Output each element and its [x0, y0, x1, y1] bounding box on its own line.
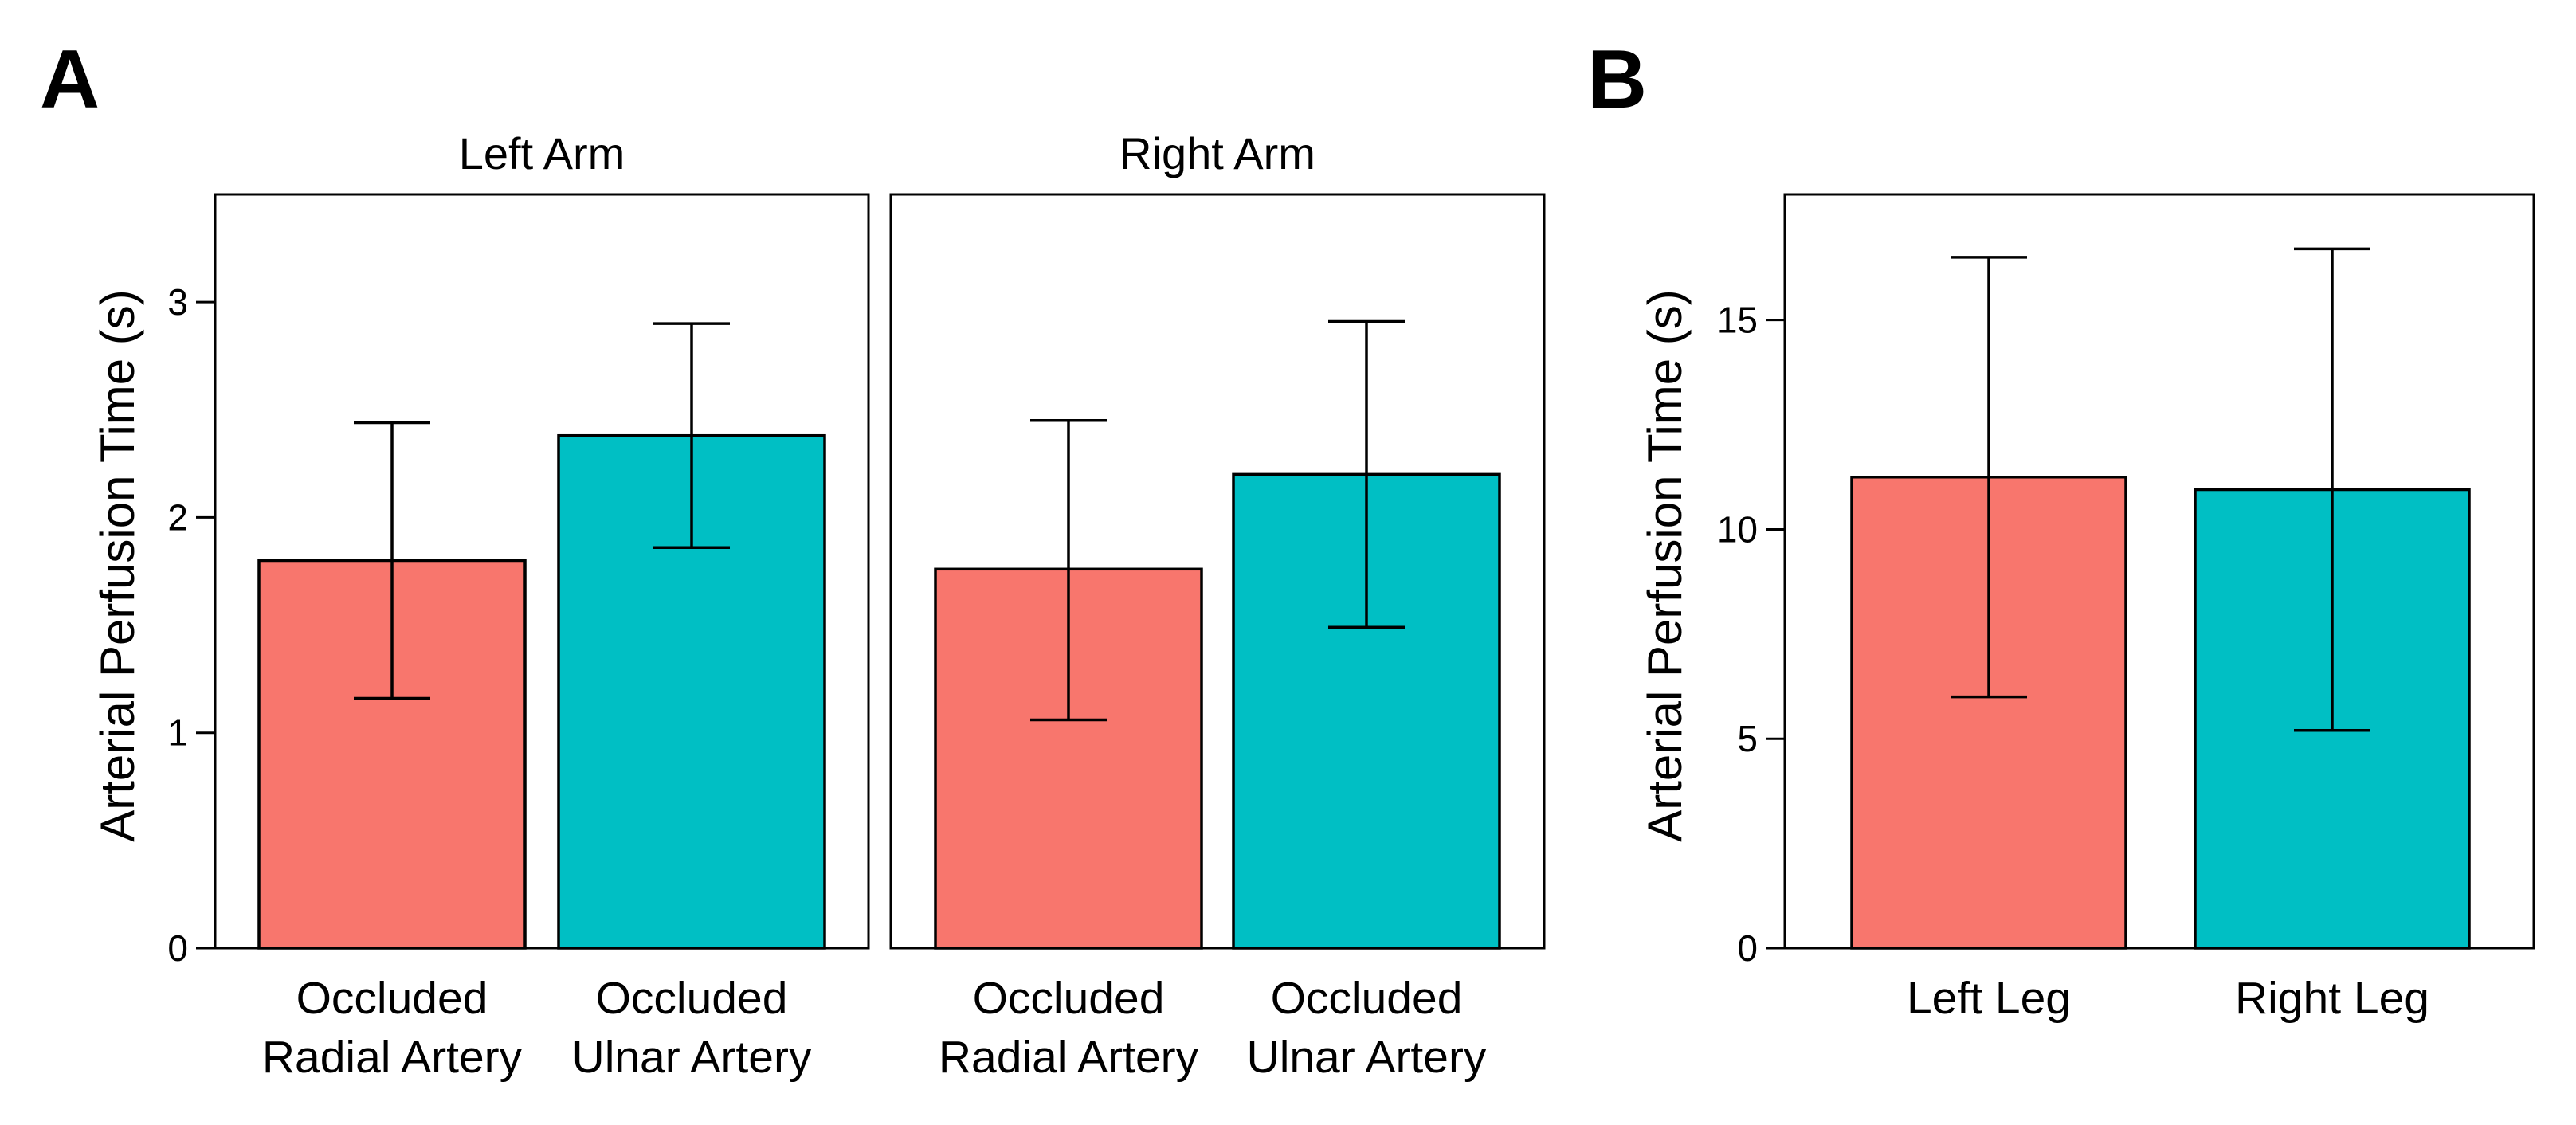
x-category-label: Occluded	[596, 973, 788, 1024]
y-axis-b: 0 5 10 15	[1717, 300, 1785, 969]
facet-frame-left-arm	[214, 193, 870, 950]
y-tick-label: 0	[167, 927, 188, 969]
x-category-label: Left Leg	[1907, 973, 2071, 1024]
plot-frame-b	[1783, 193, 2535, 950]
y-tick-label: 0	[1737, 927, 1758, 969]
x-category-label: Right Leg	[2235, 973, 2429, 1024]
y-axis-label-b: Arterial Perfusion Time (s)	[1638, 289, 1692, 842]
facet-title-right-arm: Right Arm	[1119, 128, 1315, 178]
facet-frame-right-arm	[889, 193, 1546, 950]
y-axis-label-a: Arterial Perfusion Time (s)	[91, 289, 144, 842]
y-tick-label: 10	[1717, 508, 1758, 550]
x-category-label: Ulnar Artery	[572, 1032, 812, 1083]
x-category-label: Radial Artery	[262, 1032, 523, 1083]
panel-a: A Arterial Perfusion Time (s) Left Arm R…	[40, 33, 1546, 1083]
x-axis-categories-b: Left Leg Right Leg	[1907, 973, 2429, 1024]
y-tick-label: 3	[167, 281, 188, 323]
x-category-label: Occluded	[1271, 973, 1463, 1024]
x-category-label: Ulnar Artery	[1247, 1032, 1487, 1083]
x-category-label: Occluded	[973, 973, 1165, 1024]
y-tick-label: 1	[167, 712, 188, 754]
facet-title-left-arm: Left Arm	[459, 128, 625, 178]
panel-label-b: B	[1587, 33, 1647, 126]
panel-label-a: A	[40, 33, 100, 126]
x-category-label: Occluded	[296, 973, 488, 1024]
x-axis-categories-a: Occluded Radial Artery Occluded Ulnar Arter…	[262, 973, 1487, 1083]
y-tick-label: 2	[167, 496, 188, 538]
y-axis-a: 0 1 2 3	[167, 281, 215, 969]
y-tick-label: 5	[1737, 718, 1758, 759]
legs-bars	[1850, 247, 2471, 950]
y-tick-label: 15	[1717, 300, 1758, 341]
x-category-label: Radial Artery	[939, 1032, 1199, 1083]
facet-left-arm-bars	[257, 322, 826, 950]
facet-right-arm-bars	[934, 319, 1501, 950]
panel-b: B Arterial Perfusion Time (s) 0 5 10 15 Lef…	[1587, 33, 2535, 1024]
